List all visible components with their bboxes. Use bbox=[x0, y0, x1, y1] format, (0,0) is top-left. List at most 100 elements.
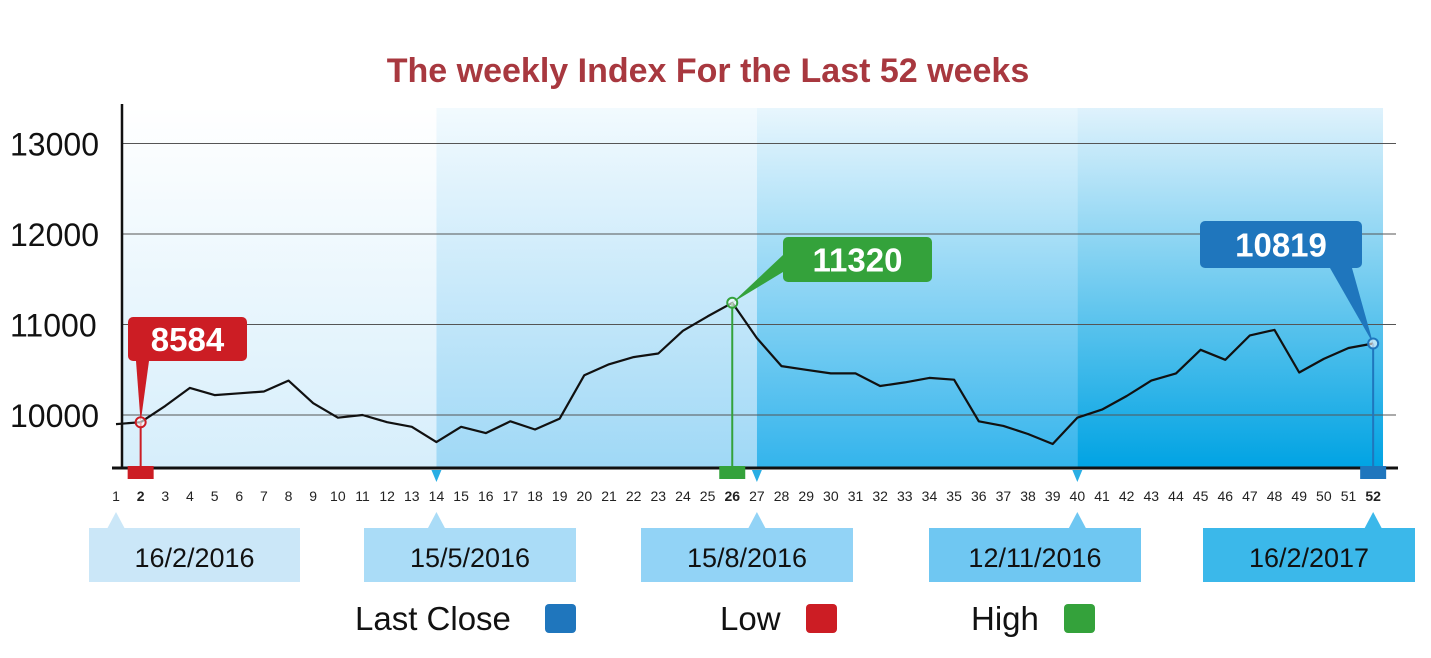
date-label-box bbox=[1203, 528, 1415, 582]
x-tick-label: 40 bbox=[1070, 488, 1086, 504]
date-label: 16/2/2017 bbox=[1249, 543, 1369, 573]
legend-swatch bbox=[1064, 604, 1095, 633]
x-tick-label: 25 bbox=[700, 488, 716, 504]
legend-label: High bbox=[971, 600, 1039, 637]
callout-box bbox=[128, 317, 247, 361]
x-tick-label: 41 bbox=[1094, 488, 1110, 504]
y-tick-label: 11000 bbox=[10, 308, 97, 344]
date-labels: 16/2/2016 15/5/2016 15/8/2016 12/11/2016 16/… bbox=[89, 512, 1415, 582]
x-tick-label: 1 bbox=[112, 488, 120, 504]
background-band bbox=[1077, 108, 1384, 468]
x-tick-label: 37 bbox=[996, 488, 1012, 504]
x-tick-label: 52 bbox=[1365, 488, 1381, 504]
legend: Last Close Low High bbox=[355, 600, 1095, 637]
x-tick-label: 28 bbox=[774, 488, 790, 504]
x-tick-label: 6 bbox=[235, 488, 243, 504]
x-tick-label: 20 bbox=[577, 488, 593, 504]
x-tick-label: 10 bbox=[330, 488, 346, 504]
x-tick-label: 36 bbox=[971, 488, 987, 504]
y-tick-label: 12000 bbox=[10, 217, 99, 253]
background-band bbox=[436, 108, 757, 468]
x-tick-label: 34 bbox=[922, 488, 938, 504]
x-axis-pointer bbox=[751, 470, 762, 482]
date-label-pointer bbox=[107, 512, 125, 529]
background-band bbox=[123, 108, 437, 468]
x-tick-label: 13 bbox=[404, 488, 420, 504]
x-tick-label: 38 bbox=[1020, 488, 1036, 504]
x-tick-label: 31 bbox=[848, 488, 864, 504]
background-band bbox=[756, 108, 1078, 468]
x-tick-label: 46 bbox=[1217, 488, 1233, 504]
x-tick-label: 11 bbox=[355, 488, 370, 504]
x-axis-marker bbox=[719, 466, 746, 479]
callout-box bbox=[1200, 221, 1362, 268]
x-tick-label: 15 bbox=[453, 488, 469, 504]
chart-title: The weekly Index For the Last 52 weeks bbox=[387, 52, 1029, 90]
x-tick-label: 45 bbox=[1193, 488, 1209, 504]
x-tick-label: 17 bbox=[503, 488, 519, 504]
x-axis-pointer bbox=[431, 470, 442, 482]
callout-point bbox=[134, 416, 147, 429]
x-tick-label: 4 bbox=[186, 488, 194, 504]
legend-label: Last Close bbox=[355, 600, 511, 637]
x-tick-label: 19 bbox=[552, 488, 568, 504]
x-tick-label: 50 bbox=[1316, 488, 1332, 504]
date-label: 12/11/2016 bbox=[968, 543, 1101, 573]
x-tick-label: 39 bbox=[1045, 488, 1061, 504]
callout-pointer bbox=[136, 361, 149, 423]
x-tick-label: 42 bbox=[1119, 488, 1135, 504]
date-label-pointer bbox=[427, 512, 446, 529]
legend-swatch bbox=[545, 604, 576, 633]
x-tick-label: 14 bbox=[429, 488, 445, 504]
x-tick-label: 35 bbox=[946, 488, 962, 504]
x-tick-label: 12 bbox=[379, 488, 395, 504]
y-tick-label: 13000 bbox=[10, 127, 99, 163]
callout-pointer bbox=[732, 255, 783, 303]
x-tick-label: 2 bbox=[137, 488, 145, 504]
x-tick-label: 49 bbox=[1291, 488, 1307, 504]
x-tick-label: 51 bbox=[1341, 488, 1357, 504]
x-axis-ticks: 1 2 3 4 5 6 7 8 9 10 11 12 13 14 15 16 17 18 19 20 21 22 23 24 2… bbox=[112, 488, 1381, 504]
x-tick-label: 5 bbox=[211, 488, 219, 504]
x-tick-label: 22 bbox=[626, 488, 642, 504]
y-tick-label: 10000 bbox=[10, 398, 99, 434]
x-axis-markers bbox=[127, 466, 1387, 482]
callout-label: 8584 bbox=[151, 321, 225, 358]
x-tick-label: 24 bbox=[675, 488, 691, 504]
x-tick-label: 48 bbox=[1267, 488, 1283, 504]
x-tick-label: 30 bbox=[823, 488, 839, 504]
date-label: 16/2/2016 bbox=[134, 543, 254, 573]
x-tick-label: 47 bbox=[1242, 488, 1258, 504]
x-tick-label: 29 bbox=[798, 488, 814, 504]
callout-box bbox=[783, 237, 932, 282]
callout-point bbox=[726, 296, 739, 309]
date-label-box bbox=[641, 528, 853, 582]
date-label: 15/5/2016 bbox=[410, 543, 530, 573]
y-axis-ticks: 10000 11000 12000 13000 bbox=[10, 127, 99, 435]
callout-point bbox=[1367, 337, 1380, 350]
x-tick-label: 21 bbox=[601, 488, 617, 504]
date-label-pointer bbox=[1068, 512, 1087, 529]
date-label-box bbox=[89, 528, 300, 582]
background-bands bbox=[123, 108, 1384, 468]
callout-label: 10819 bbox=[1235, 227, 1327, 264]
x-tick-label: 9 bbox=[309, 488, 317, 504]
index-series-line bbox=[115, 301, 1374, 446]
date-label: 15/8/2016 bbox=[687, 543, 807, 573]
x-tick-label: 27 bbox=[749, 488, 765, 504]
value-callouts: 8584 11320 10819 bbox=[128, 221, 1380, 468]
date-label-box bbox=[364, 528, 576, 582]
x-tick-label: 8 bbox=[285, 488, 293, 504]
x-tick-label: 23 bbox=[651, 488, 667, 504]
x-tick-label: 18 bbox=[527, 488, 543, 504]
x-tick-label: 43 bbox=[1144, 488, 1160, 504]
legend-label: Low bbox=[720, 600, 781, 637]
x-tick-label: 3 bbox=[161, 488, 169, 504]
date-label-box bbox=[929, 528, 1141, 582]
callout-pointer bbox=[1330, 268, 1374, 344]
date-label-pointer bbox=[747, 512, 766, 529]
x-tick-label: 7 bbox=[260, 488, 268, 504]
x-axis-marker bbox=[1360, 466, 1387, 479]
x-tick-label: 32 bbox=[872, 488, 888, 504]
